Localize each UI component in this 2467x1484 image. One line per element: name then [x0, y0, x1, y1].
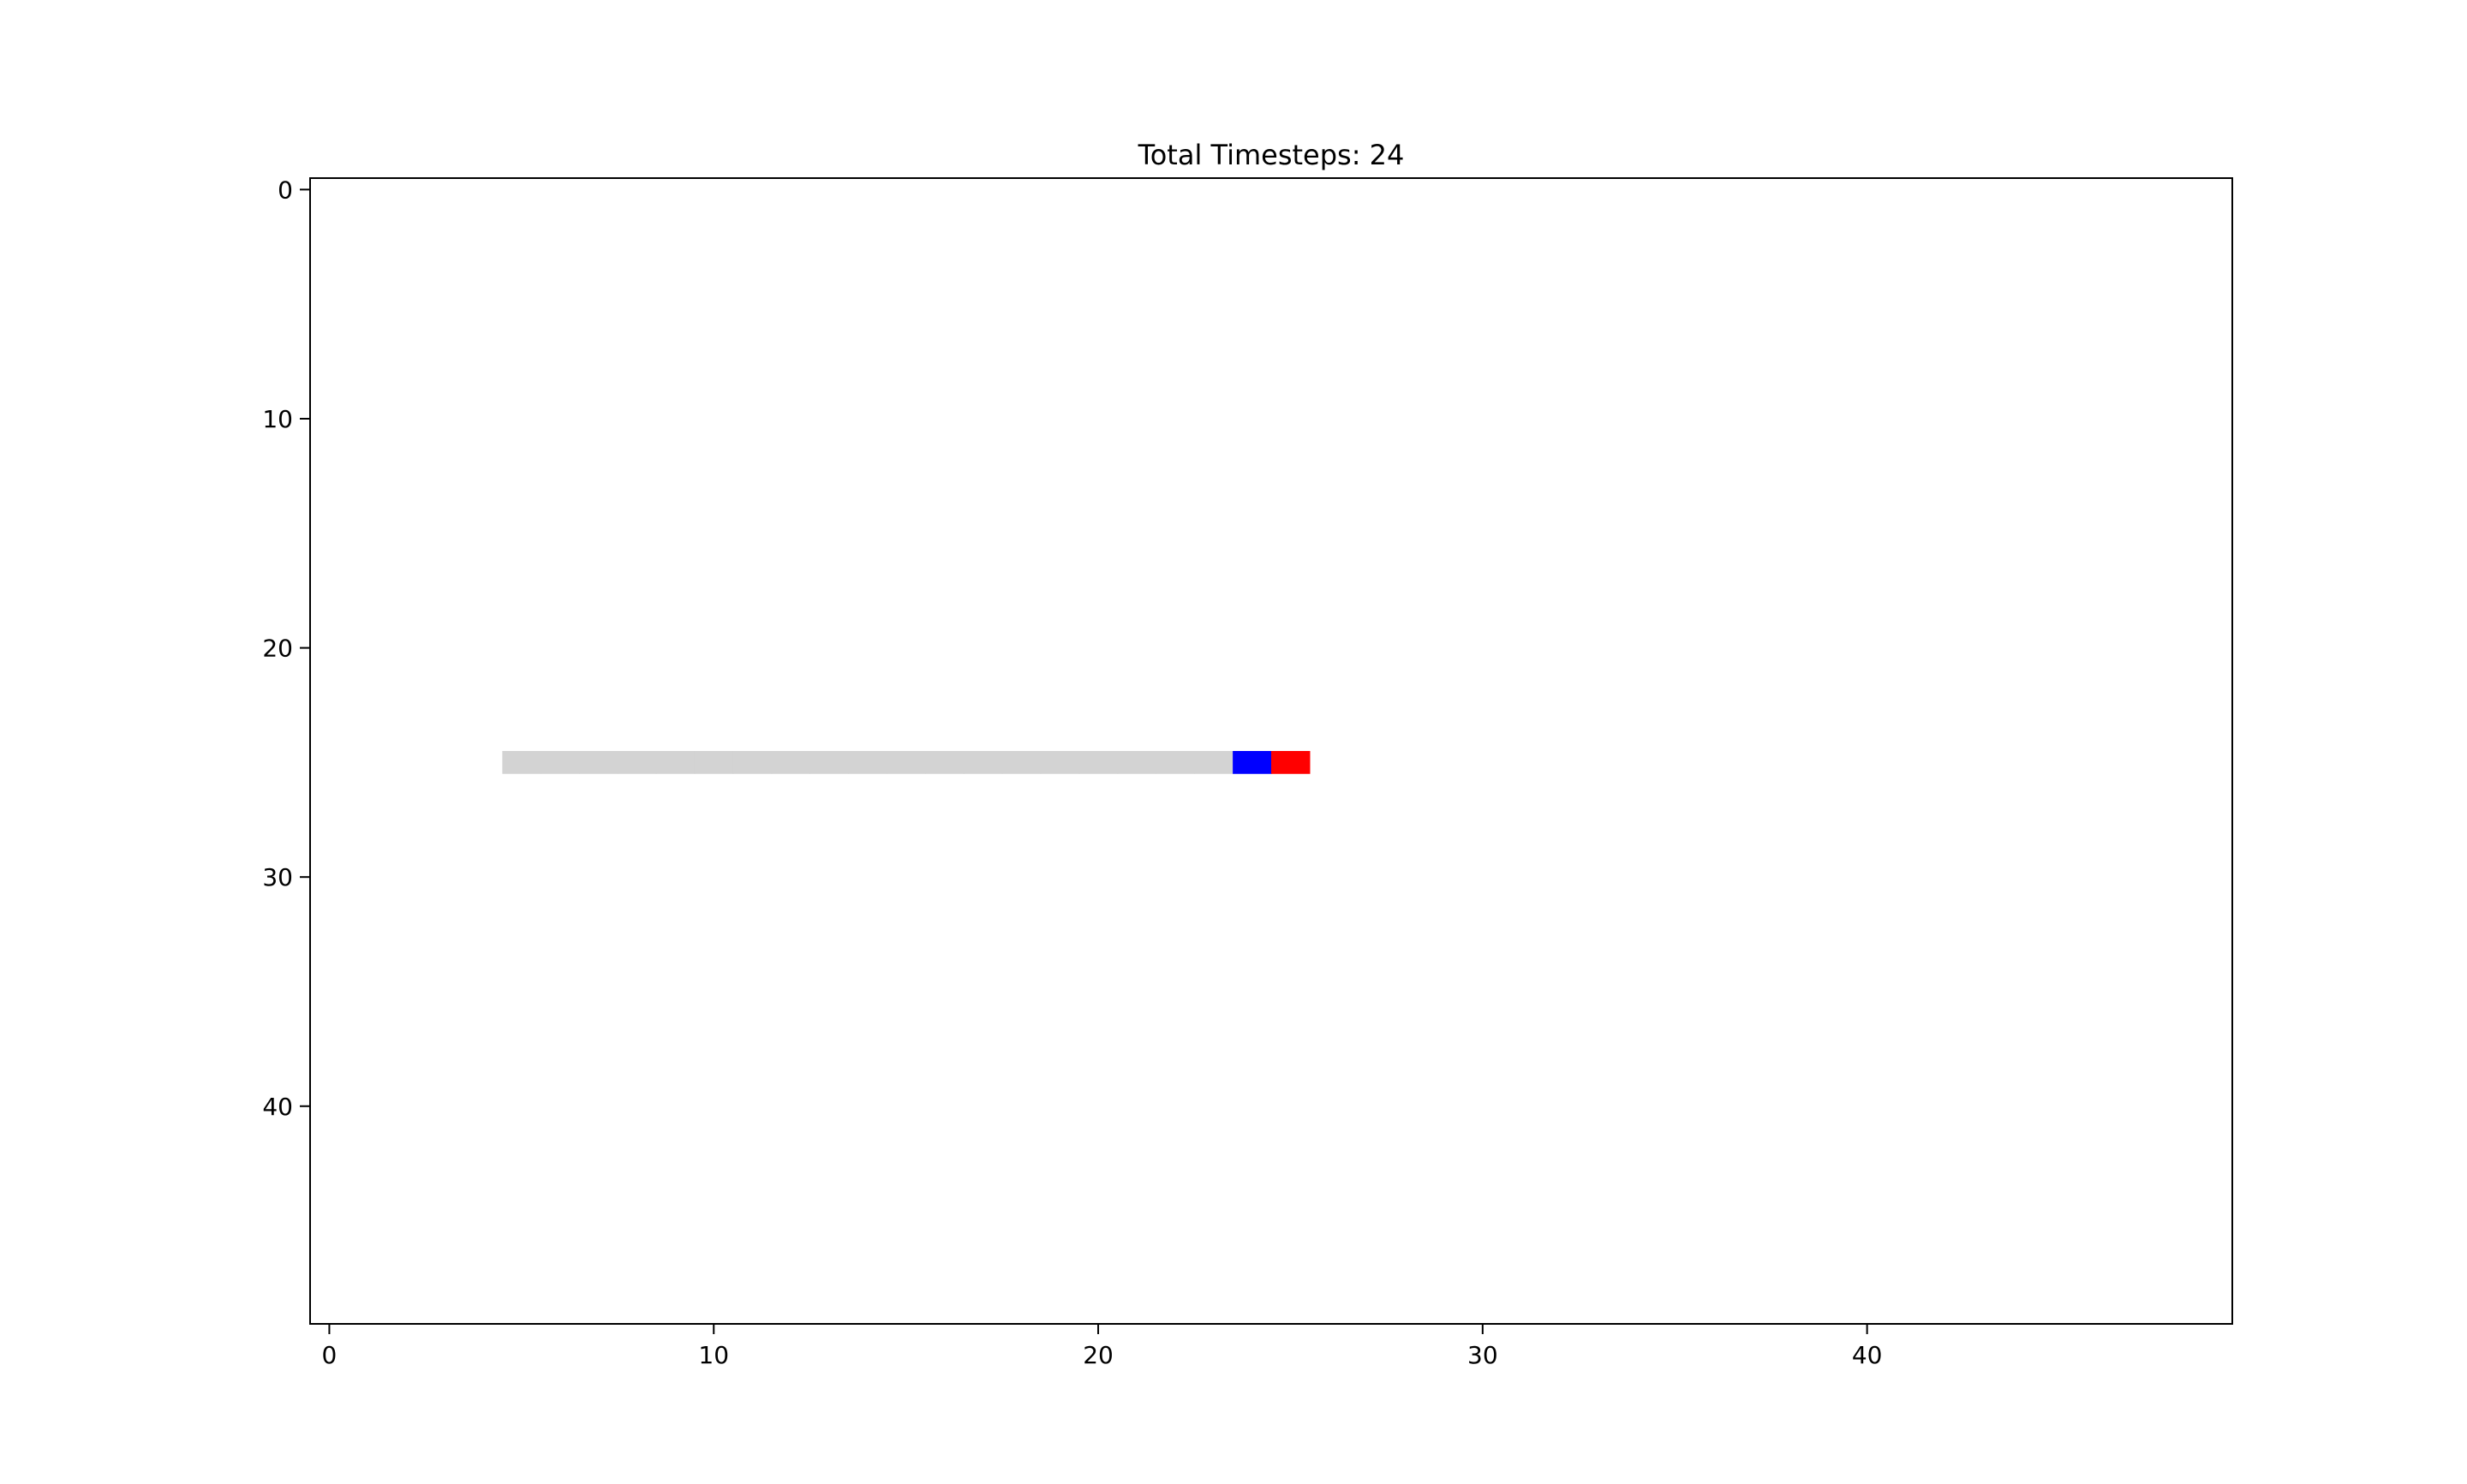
x-tick-label: 30	[1467, 1341, 1498, 1369]
y-tick-label: 10	[262, 405, 293, 433]
heatmap-cell	[655, 751, 696, 774]
plot-frame	[309, 177, 2233, 1325]
y-tick-label: 30	[262, 863, 293, 891]
heatmap-cell	[618, 751, 657, 774]
heatmap-cell	[1040, 751, 1080, 774]
heatmap-cell	[1194, 751, 1234, 774]
y-tick-label: 20	[262, 635, 293, 663]
y-axis: 0 10 20 30 40	[262, 176, 310, 1121]
y-tick-label: 0	[278, 176, 293, 204]
heatmap-cell	[1233, 751, 1272, 774]
heatmap-cell	[579, 751, 618, 774]
heatmap-cell	[771, 751, 811, 774]
heatmap-cell	[1117, 751, 1156, 774]
x-tick-label: 0	[322, 1341, 337, 1369]
heatmap-cell	[925, 751, 965, 774]
heatmap-cell	[1156, 751, 1195, 774]
heatmap-cell	[732, 751, 773, 774]
heatmap-cell	[502, 751, 541, 774]
x-tick-label: 20	[1083, 1341, 1114, 1369]
heatmap-cell	[848, 751, 887, 774]
heatmap-cell	[694, 751, 734, 774]
heatmap-cell	[1271, 751, 1311, 774]
heatmap-cell	[809, 751, 849, 774]
heatmap-cells	[502, 751, 1311, 774]
x-tick-label: 40	[1852, 1341, 1883, 1369]
x-axis: 0 10 20 30 40	[322, 1324, 1883, 1369]
chart-title: Total Timesteps: 24	[1138, 139, 1405, 171]
y-tick-label: 40	[262, 1093, 293, 1121]
heatmap-cell	[963, 751, 1003, 774]
heatmap-cell	[887, 751, 926, 774]
heatmap-cell	[1078, 751, 1119, 774]
heatmap-cell	[1001, 751, 1042, 774]
x-tick-label: 10	[698, 1341, 729, 1369]
heatmap-cell	[541, 751, 580, 774]
